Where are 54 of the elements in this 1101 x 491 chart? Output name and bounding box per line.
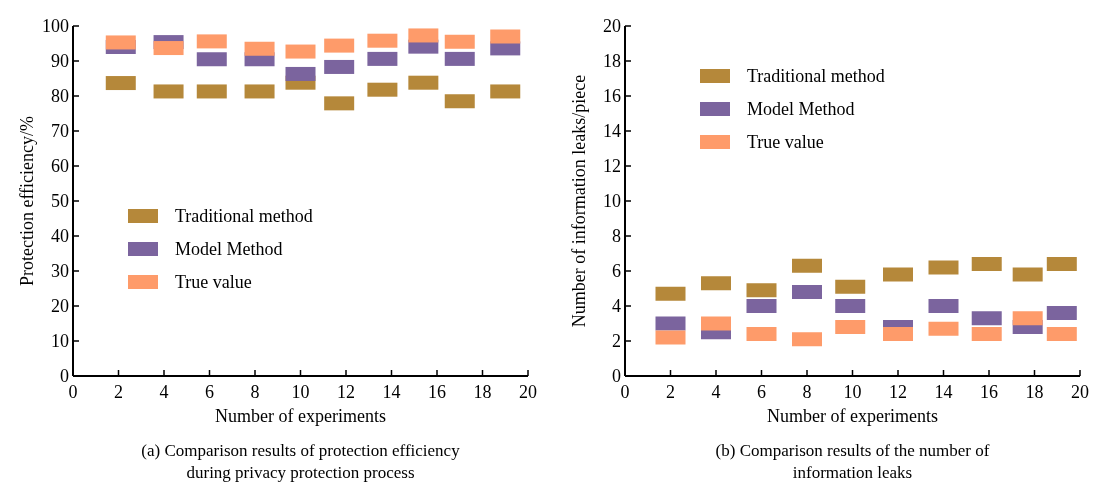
x-tick-label: 8 — [802, 382, 812, 402]
y-tick-label: 2 — [612, 331, 621, 351]
x-tick-label: 12 — [889, 382, 907, 402]
y-tick-label: 20 — [51, 296, 69, 316]
y-tick-label: 20 — [603, 16, 621, 36]
y-tick-label: 0 — [612, 366, 621, 386]
x-tick-label: 14 — [382, 382, 401, 402]
x-axis-title: Number of experiments — [215, 406, 386, 426]
y-tick-label: 90 — [51, 51, 69, 71]
x-tick-label: 4 — [711, 382, 721, 402]
x-tick-label: 4 — [159, 382, 169, 402]
y-axis-title: Number of information leaks/piece — [569, 74, 589, 328]
legend-label: Traditional method — [747, 66, 885, 86]
text: (a) Comparison results of protection efficiency during privacy protection process — [141, 441, 461, 482]
y-tick-label: 14 — [603, 121, 621, 141]
x-tick-label: 14 — [934, 382, 953, 402]
y-tick-label: 12 — [603, 156, 621, 176]
y-tick-label: 30 — [51, 261, 69, 281]
x-tick-label: 16 — [980, 382, 998, 402]
x-tick-label: 18 — [1025, 382, 1044, 402]
legend-label: Traditional method — [175, 206, 313, 226]
x-tick-label: 10 — [843, 382, 862, 402]
y-tick-label: 10 — [51, 331, 69, 351]
y-tick-label: 50 — [51, 191, 69, 211]
y-tick-label: 100 — [42, 16, 69, 36]
x-tick-label: 6 — [757, 382, 766, 402]
y-tick-label: 40 — [51, 226, 69, 246]
x-tick-label: 12 — [337, 382, 355, 402]
y-tick-label: 80 — [51, 86, 69, 106]
y-tick-label: 60 — [51, 156, 69, 176]
y-tick-label: 6 — [612, 261, 621, 281]
x-tick-label: 18 — [473, 382, 492, 402]
x-axis-title: Number of experiments — [767, 406, 938, 426]
text: (b) Comparison results of the number of information leaks — [715, 441, 990, 482]
y-tick-label: 18 — [603, 51, 621, 71]
y-tick-label: 70 — [51, 121, 69, 141]
legend-label: Model Method — [747, 99, 855, 119]
y-tick-label: 10 — [603, 191, 621, 211]
y-axis-title: Protection efficiency/% — [17, 115, 37, 287]
x-tick-label: 2 — [114, 382, 123, 402]
x-tick-label: 10 — [291, 382, 310, 402]
y-tick-label: 16 — [603, 86, 621, 106]
y-tick-label: 8 — [612, 226, 621, 246]
x-tick-label: 16 — [428, 382, 446, 402]
legend-label: Model Method — [175, 239, 283, 259]
x-tick-label: 8 — [250, 382, 260, 402]
x-tick-label: 20 — [1071, 382, 1089, 402]
legend-label: True value — [747, 132, 824, 152]
x-tick-label: 6 — [205, 382, 214, 402]
x-tick-label: 20 — [519, 382, 537, 402]
y-tick-label: 0 — [60, 366, 69, 386]
x-tick-label: 2 — [666, 382, 675, 402]
y-tick-label: 4 — [612, 296, 621, 316]
legend-label: True value — [175, 272, 252, 292]
